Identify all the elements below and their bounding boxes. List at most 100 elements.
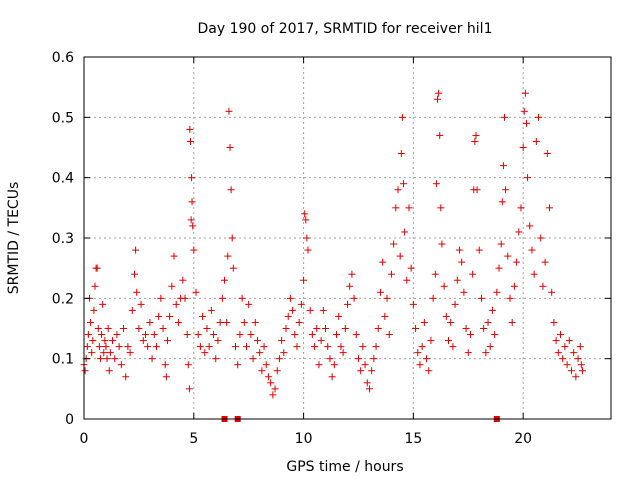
- y-tick-label: 0: [65, 412, 74, 428]
- data-point: [418, 343, 426, 351]
- data-point: [83, 343, 91, 351]
- data-point: [394, 186, 402, 194]
- data-point: [319, 306, 327, 314]
- data-point: [434, 95, 442, 103]
- data-point: [100, 349, 108, 357]
- data-point: [520, 107, 528, 115]
- data-point: [502, 186, 510, 194]
- data-point: [530, 270, 538, 278]
- data-point: [390, 240, 398, 248]
- data-point: [436, 131, 444, 139]
- data-point: [578, 367, 586, 375]
- data-point: [109, 337, 117, 345]
- y-tick-label: 0.5: [52, 110, 74, 126]
- data-point: [554, 349, 562, 357]
- data-point: [335, 312, 343, 320]
- data-point: [282, 325, 290, 332]
- data-point: [506, 294, 514, 302]
- data-point: [131, 270, 139, 278]
- data-point: [535, 113, 543, 121]
- data-point: [157, 294, 165, 302]
- data-point: [101, 337, 109, 345]
- data-point: [228, 234, 236, 242]
- data-point: [218, 294, 226, 302]
- data-point: [289, 306, 297, 314]
- data-point: [495, 264, 503, 272]
- data-point: [501, 113, 509, 121]
- data-point: [196, 343, 204, 351]
- data-point: [475, 246, 483, 254]
- x-tick-label: 15: [404, 431, 422, 447]
- data-point: [539, 282, 547, 290]
- data-point: [464, 349, 472, 357]
- data-point: [148, 355, 156, 363]
- data-point: [379, 258, 387, 266]
- data-point: [563, 361, 571, 369]
- data-point: [227, 186, 235, 194]
- data-point: [458, 258, 466, 266]
- data-point: [135, 325, 143, 332]
- data-point: [326, 355, 334, 363]
- data-point: [271, 385, 279, 393]
- data-point: [284, 312, 292, 320]
- data-point: [498, 198, 506, 206]
- data-point: [91, 282, 99, 290]
- data-point: [437, 204, 445, 212]
- data-point: [96, 355, 104, 363]
- data-point: [570, 349, 578, 357]
- data-point: [315, 361, 323, 369]
- data-point: [258, 367, 266, 375]
- data-point: [499, 162, 507, 170]
- data-point: [150, 331, 158, 339]
- data-point: [262, 361, 270, 369]
- data-point: [409, 300, 417, 308]
- data-point: [324, 343, 332, 351]
- data-point: [427, 337, 435, 345]
- data-point: [550, 318, 558, 326]
- data-point: [541, 258, 549, 266]
- data-point: [168, 282, 176, 290]
- data-point: [392, 204, 400, 212]
- data-point: [363, 379, 371, 387]
- data-point: [438, 240, 446, 248]
- y-tick-label: 0.3: [52, 231, 74, 247]
- data-point: [328, 373, 336, 381]
- data-point: [226, 144, 234, 151]
- data-point: [513, 258, 521, 266]
- data-point: [186, 125, 194, 133]
- data-point: [224, 252, 232, 260]
- data-point: [317, 337, 325, 345]
- data-point: [361, 361, 369, 369]
- data-point: [293, 343, 301, 351]
- data-point: [155, 312, 163, 320]
- data-point: [381, 312, 389, 320]
- data-point: [435, 89, 443, 97]
- data-point: [453, 276, 461, 284]
- data-point: [216, 318, 224, 326]
- data-point: [482, 349, 490, 357]
- data-point: [234, 361, 242, 369]
- data-point: [567, 367, 575, 375]
- y-tick-label: 0.6: [52, 50, 74, 66]
- data-point: [286, 294, 294, 302]
- data-point: [280, 349, 288, 357]
- data-point: [185, 385, 193, 393]
- data-point: [240, 318, 248, 326]
- data-point: [431, 270, 439, 278]
- data-point: [385, 331, 393, 339]
- data-point: [311, 343, 319, 351]
- data-point: [124, 343, 132, 351]
- data-point: [521, 89, 529, 97]
- data-point: [133, 288, 141, 296]
- data-point: [412, 325, 420, 332]
- data-point: [397, 150, 405, 158]
- data-point: [183, 331, 191, 339]
- y-axis-title: SRMTID / TECUs: [6, 182, 22, 295]
- data-point: [365, 385, 373, 393]
- data-point: [174, 318, 182, 326]
- data-point: [480, 325, 488, 332]
- data-point: [372, 343, 380, 351]
- data-point: [245, 300, 253, 308]
